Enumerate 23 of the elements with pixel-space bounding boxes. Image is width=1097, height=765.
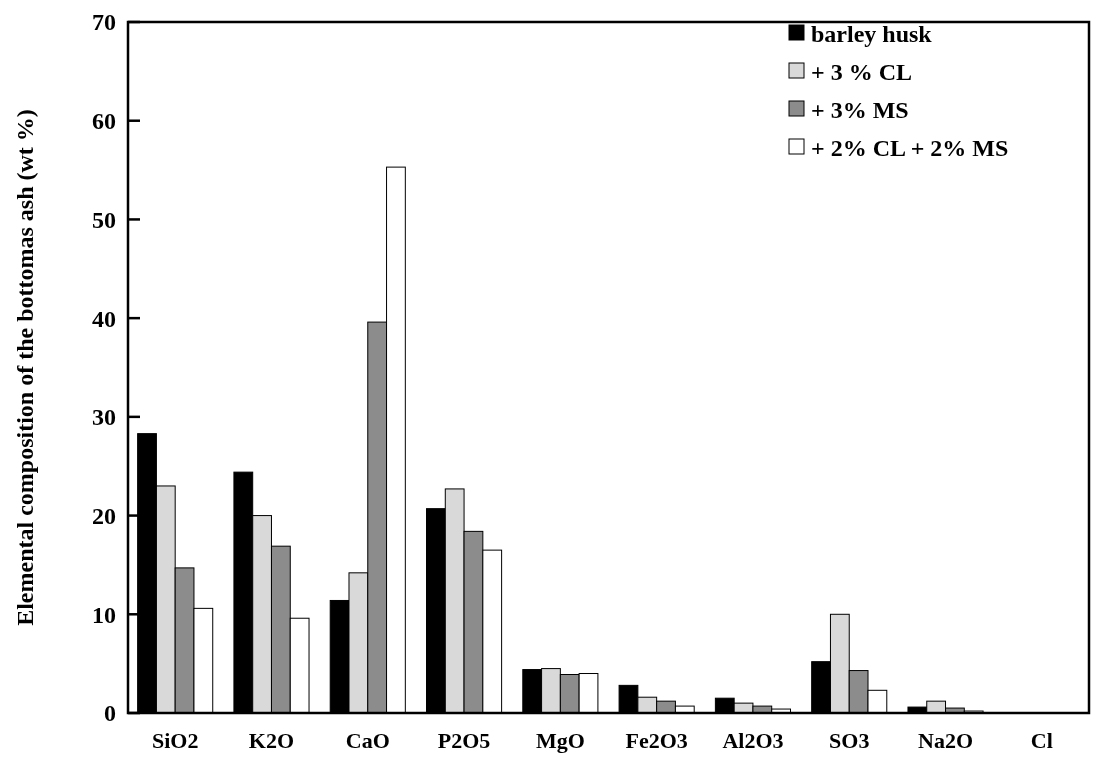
x-tick-label: Cl — [1030, 728, 1053, 753]
x-tick-label: Al2O3 — [722, 728, 784, 753]
y-tick-label: 50 — [92, 206, 116, 233]
x-tick-label: SiO2 — [151, 728, 199, 753]
legend-label: + 3 % CL — [811, 59, 913, 86]
y-tick-label: 10 — [92, 601, 116, 628]
y-axis-title: Elemental composition of the bottomas ash (wt %) — [12, 109, 38, 626]
x-tick-label: CaO — [345, 728, 390, 753]
legend-label: + 3% MS — [811, 97, 909, 124]
x-tick-label: Na2O — [918, 728, 974, 753]
legend-label: barley husk — [811, 21, 933, 48]
y-tick-label: 60 — [92, 108, 116, 135]
y-tick-label: 20 — [92, 502, 116, 529]
y-tick-label: 0 — [104, 700, 116, 727]
legend-label: + 2% CL + 2% MS — [811, 135, 1009, 162]
x-tick-label: K2O — [248, 728, 295, 753]
y-tick-label: 40 — [92, 305, 116, 332]
y-tick-label: 30 — [92, 404, 116, 431]
y-tick-label: 70 — [92, 9, 116, 36]
x-tick-label: SO3 — [829, 728, 870, 753]
x-tick-label: P2O5 — [437, 728, 491, 753]
x-tick-label: MgO — [535, 728, 585, 753]
x-tick-label: Fe2O3 — [625, 728, 688, 753]
